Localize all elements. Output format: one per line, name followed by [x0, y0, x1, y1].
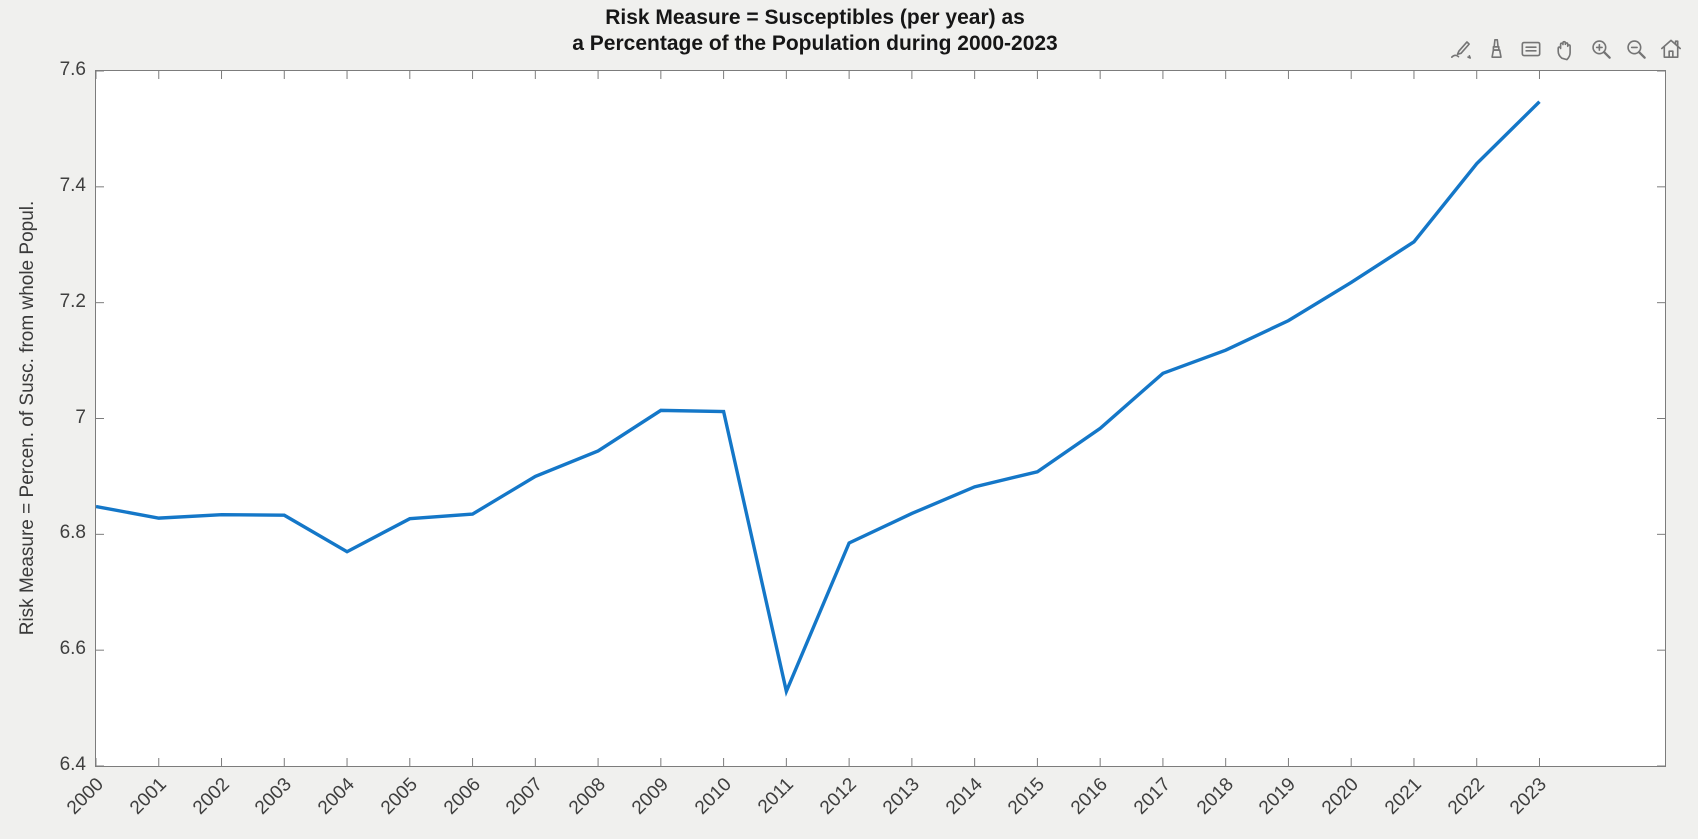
x-tick-label: 2014	[941, 774, 987, 819]
pan-hand-icon	[1553, 36, 1579, 65]
x-tick-label: 2023	[1506, 774, 1552, 819]
y-tick-label: 7.2	[59, 290, 86, 312]
x-tick-label: 2008	[565, 774, 610, 819]
export-button[interactable]	[1446, 36, 1476, 64]
chart-title: Risk Measure = Susceptibles (per year) a…	[0, 5, 1630, 57]
axes-toolbar	[1446, 36, 1686, 64]
x-tick-label: 2012	[816, 774, 861, 819]
x-tick-label: 2002	[188, 774, 234, 819]
brush-button[interactable]	[1481, 36, 1511, 64]
x-tick-label: 2005	[376, 774, 422, 819]
home-icon	[1658, 36, 1684, 65]
zoom-out-icon	[1623, 36, 1649, 65]
x-tick-label: 2015	[1004, 774, 1050, 819]
x-tick-label: 2007	[502, 774, 548, 819]
x-tick-label: 2004	[314, 774, 359, 819]
x-tick-label: 2020	[1318, 774, 1364, 819]
plot-area[interactable]	[95, 70, 1666, 767]
pan-button[interactable]	[1551, 36, 1581, 64]
x-tick-label: 2010	[690, 774, 736, 819]
data-line[interactable]	[96, 100, 1541, 697]
datatips-icon	[1518, 36, 1544, 65]
zoom-out-button[interactable]	[1621, 36, 1651, 64]
chart-title-line2: a Percentage of the Population during 20…	[572, 32, 1058, 55]
x-tick-label: 2011	[754, 774, 799, 818]
zoom-in-button[interactable]	[1586, 36, 1616, 64]
y-tick-label: 7	[75, 406, 86, 428]
x-tick-label: 2017	[1130, 774, 1175, 819]
y-tick-label: 7.4	[59, 174, 86, 196]
x-tick-label: 2009	[627, 774, 673, 819]
y-tick-label: 6.6	[59, 638, 86, 660]
brush-icon	[1483, 36, 1509, 65]
x-tick-label: 2001	[125, 774, 171, 819]
x-tick-label: 2022	[1443, 774, 1489, 819]
x-tick-label: 2000	[63, 774, 108, 819]
zoom-in-icon	[1588, 36, 1614, 65]
x-tick-label: 2016	[1067, 774, 1113, 819]
x-tick-label: 2013	[878, 774, 924, 819]
y-tick-label: 7.6	[59, 59, 86, 80]
y-tick-label: 6.8	[59, 522, 86, 544]
x-tick-label: 2003	[251, 774, 297, 819]
chart-title-line1: Risk Measure = Susceptibles (per year) a…	[605, 6, 1025, 29]
x-tick-label: 2018	[1192, 774, 1238, 819]
line-chart	[96, 71, 1665, 766]
datatips-button[interactable]	[1516, 36, 1546, 64]
x-tick-label: 2021	[1381, 774, 1426, 819]
y-tick-label: 6.4	[59, 754, 86, 775]
x-tick-label: 2019	[1255, 774, 1301, 819]
export-icon	[1448, 36, 1474, 65]
restore-view-button[interactable]	[1656, 36, 1686, 64]
x-tick-label: 2006	[439, 774, 485, 819]
